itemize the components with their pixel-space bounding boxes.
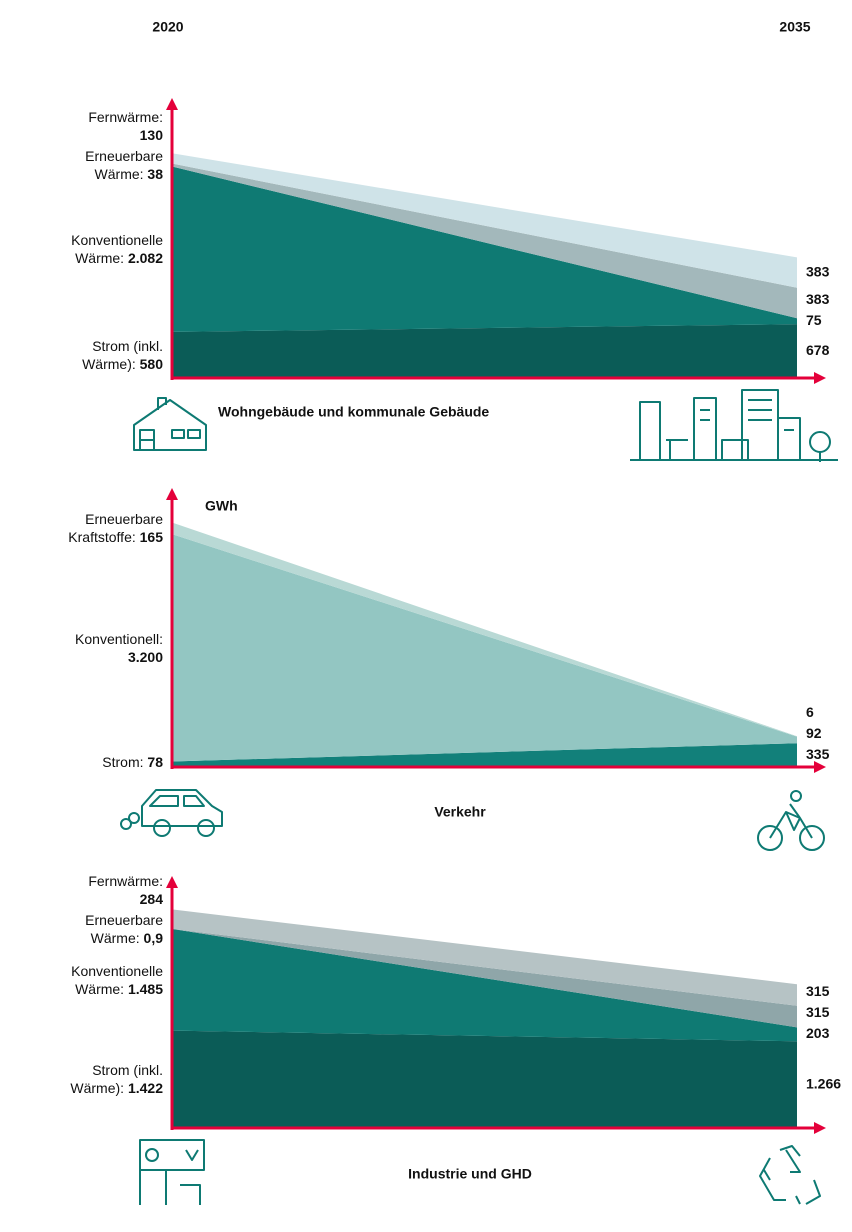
start-year: 2020	[152, 19, 183, 35]
end-value-label: 1.266	[806, 1075, 841, 1091]
start-value-label: 0,9	[143, 929, 163, 946]
start-value-label: 1.422	[127, 1080, 163, 1097]
series-name: Konventionell:	[75, 630, 163, 647]
start-value-label: 3.200	[127, 648, 163, 665]
end-value-label: 75	[806, 312, 822, 328]
series-name: Strom (inkl. Wärme):	[70, 1062, 163, 1097]
area-band	[172, 743, 797, 767]
x-axis-arrow	[814, 372, 826, 384]
end-value-label: 335	[806, 746, 830, 762]
area-band	[172, 166, 797, 332]
start-value-label: 130	[139, 127, 163, 144]
area-band	[172, 324, 797, 378]
start-value-label: 2.082	[127, 250, 163, 267]
series-name: Erneuerbare Kraftstoffe:	[68, 511, 163, 546]
series-name: Strom (inkl. Wärme):	[82, 337, 163, 372]
start-label: Erneuerbare Wärme: 0,9	[41, 911, 163, 947]
end-year: 2035	[779, 19, 810, 35]
start-label: Strom (inkl. Wärme): 580	[41, 337, 163, 373]
start-value-label: 1.485	[127, 980, 163, 997]
chart-title: Wohngebäude und kommunale Gebäude	[218, 404, 489, 420]
end-value-label: 203	[806, 1025, 830, 1041]
start-label: Erneuerbare Wärme: 38	[41, 147, 163, 183]
series-name: Fernwärme:	[88, 872, 163, 889]
start-value-label: 38	[147, 166, 163, 183]
start-label: Fernwärme: 130	[41, 108, 163, 144]
start-value-label: 580	[139, 355, 163, 372]
chart-title: Verkehr	[434, 804, 486, 820]
start-label: Strom: 78	[41, 753, 163, 771]
area-band	[172, 928, 797, 1042]
city-icon	[630, 389, 838, 462]
series-name: Konventionelle Wärme:	[71, 232, 163, 267]
series-name: Strom:	[102, 754, 144, 770]
end-value-label: 383	[806, 291, 830, 307]
area-band	[172, 534, 797, 762]
x-axis-arrow	[814, 761, 826, 773]
area-band	[172, 153, 797, 288]
start-label: Konventionelle Wärme: 2.082	[41, 231, 163, 267]
area-band	[172, 909, 797, 1006]
end-value-label: 315	[806, 983, 830, 999]
end-value-label: 678	[806, 342, 830, 358]
area-band	[172, 163, 797, 319]
x-axis-arrow	[814, 1122, 826, 1134]
end-value-label: 6	[806, 704, 814, 720]
car-icon	[120, 789, 223, 837]
start-value-label: 284	[139, 890, 163, 907]
series-name: Konventionelle Wärme:	[71, 962, 163, 997]
area-band	[172, 522, 797, 737]
house-icon	[133, 397, 207, 451]
area-band	[172, 928, 797, 1028]
factory-icon	[139, 1139, 205, 1205]
area-band	[172, 1030, 797, 1128]
unit-label: GWh	[205, 498, 238, 514]
y-axis-arrow	[166, 488, 178, 500]
end-value-label: 315	[806, 1004, 830, 1020]
series-name: Erneuerbare Wärme:	[85, 911, 163, 946]
start-label: Fernwärme: 284	[41, 872, 163, 908]
y-axis-arrow	[166, 98, 178, 110]
bike-icon	[757, 790, 825, 851]
start-label: Strom (inkl. Wärme): 1.422	[41, 1061, 163, 1097]
end-value-label: 383	[806, 263, 830, 279]
start-label: Erneuerbare Kraftstoffe: 165	[41, 510, 163, 546]
end-value-label: 92	[806, 725, 822, 741]
chart-title: Industrie und GHD	[408, 1166, 532, 1182]
recycle-icon	[759, 1145, 821, 1205]
y-axis-arrow	[166, 876, 178, 888]
series-name: Fernwärme:	[88, 109, 163, 126]
series-name: Erneuerbare Wärme:	[85, 148, 163, 183]
start-value-label: 165	[139, 529, 163, 546]
start-label: Konventionelle Wärme: 1.485	[41, 962, 163, 998]
start-label: Konventionell: 3.200	[41, 630, 163, 666]
start-value-label: 78	[147, 754, 163, 770]
